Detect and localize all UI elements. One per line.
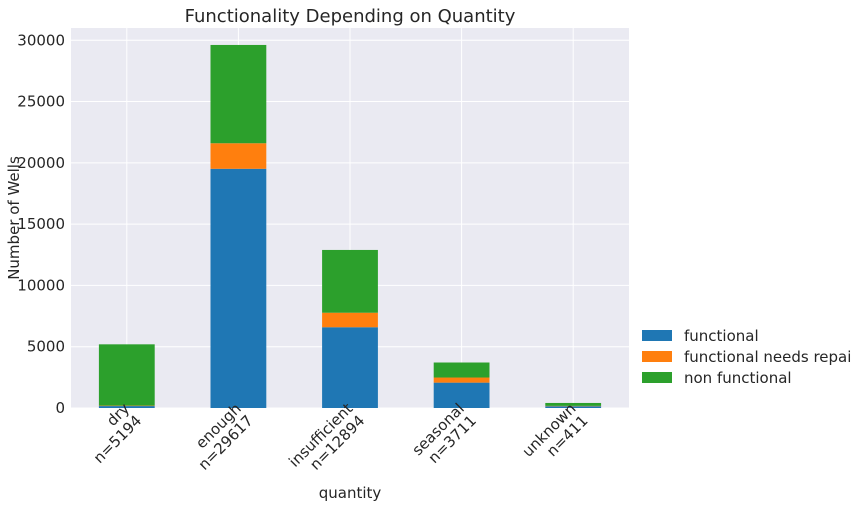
y-tick-labels: 0 5000 10000 15000 20000 25000 30000 [17, 31, 65, 417]
legend-swatch [642, 351, 672, 362]
legend-label: functional needs repair [684, 348, 851, 366]
y-tick-label: 25000 [17, 93, 65, 111]
y-tick-label: 15000 [17, 215, 65, 233]
bar-non-functional [98, 344, 155, 406]
bar-non-functional [210, 44, 267, 144]
bars [98, 44, 602, 408]
bar-non-functional [433, 362, 490, 378]
bar-functional [322, 327, 378, 408]
y-tick-label: 20000 [17, 154, 65, 172]
legend-label: non functional [684, 369, 792, 387]
bar-functional-needs-repair [322, 312, 378, 328]
bar-functional [433, 382, 490, 408]
legend-label: functional [684, 327, 759, 345]
bar-functional-needs-repair [433, 377, 490, 383]
legend: functional functional needs repair non fun… [642, 327, 851, 387]
bar-functional [98, 406, 155, 408]
x-axis-title: quantity [319, 484, 382, 502]
bar-non-functional [545, 402, 602, 406]
chart-title: Functionality Depending on Quantity [185, 6, 516, 27]
y-axis-title: Number of Wells [5, 156, 23, 280]
legend-swatch [642, 372, 672, 383]
bar-functional [545, 406, 602, 408]
y-tick-label: 0 [55, 399, 65, 417]
legend-swatch [642, 330, 672, 341]
y-tick-label: 10000 [17, 276, 65, 294]
bar-non-functional [322, 249, 378, 313]
bar-functional [210, 168, 267, 408]
y-tick-label: 30000 [17, 31, 65, 49]
y-tick-label: 5000 [27, 338, 65, 356]
bar-functional-needs-repair [210, 143, 267, 169]
